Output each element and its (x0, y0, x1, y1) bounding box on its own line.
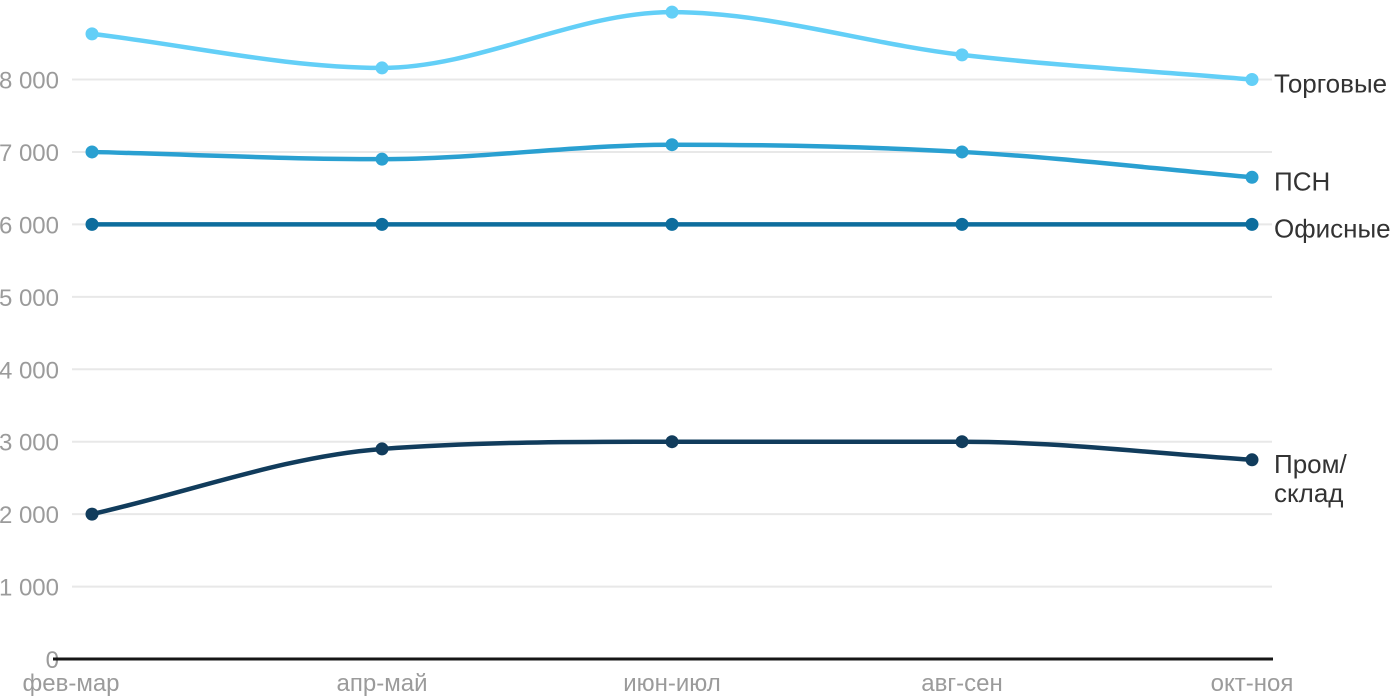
data-point[interactable] (375, 217, 389, 231)
y-tick-label: 6 000 (0, 212, 59, 239)
x-tick-label: окт-ноя (1211, 670, 1294, 697)
x-tick-label: апр-май (337, 670, 428, 697)
data-point[interactable] (85, 217, 99, 231)
series-2: Офисные (85, 213, 1391, 243)
y-tick-label: 1 000 (0, 575, 59, 602)
data-point[interactable] (85, 145, 99, 159)
x-tick-label: авг-сен (921, 670, 1002, 697)
data-point[interactable] (955, 217, 969, 231)
data-point[interactable] (955, 435, 969, 449)
data-point[interactable] (665, 5, 679, 19)
series-0: Торговые (85, 5, 1387, 99)
data-point[interactable] (85, 507, 99, 521)
data-point[interactable] (1245, 453, 1259, 467)
data-point[interactable] (665, 435, 679, 449)
data-point[interactable] (1245, 217, 1259, 231)
series-1: ПСН (85, 138, 1330, 196)
series-line (89, 439, 1255, 517)
y-tick-label: 2 000 (0, 502, 59, 529)
y-tick-label: 7 000 (0, 140, 59, 167)
data-point[interactable] (665, 217, 679, 231)
data-point[interactable] (1245, 73, 1259, 86)
y-tick-label: 5 000 (0, 285, 59, 312)
data-point[interactable] (375, 442, 389, 456)
series-label: Торговые (1274, 69, 1387, 99)
y-tick-label: 8 000 (0, 68, 59, 95)
y-tick-label: 3 000 (0, 430, 59, 457)
series-line (89, 9, 1255, 82)
series-label: ПСН (1274, 166, 1330, 196)
data-point[interactable] (375, 61, 389, 75)
series-3: Пром/склад (85, 435, 1347, 521)
x-tick-label: фев-мар (22, 670, 119, 697)
x-tick-label: июн-июл (623, 670, 721, 697)
data-point[interactable] (85, 27, 99, 41)
data-point[interactable] (955, 145, 969, 159)
data-point[interactable] (1245, 170, 1259, 184)
data-point[interactable] (375, 152, 389, 166)
y-tick-label: 4 000 (0, 357, 59, 384)
data-point[interactable] (955, 48, 969, 62)
series-label: склад (1274, 478, 1343, 508)
series-label: Офисные (1274, 213, 1391, 243)
data-point[interactable] (665, 138, 679, 152)
series-label: Пром/ (1274, 449, 1347, 479)
y-tick-label: 0 (46, 647, 59, 674)
